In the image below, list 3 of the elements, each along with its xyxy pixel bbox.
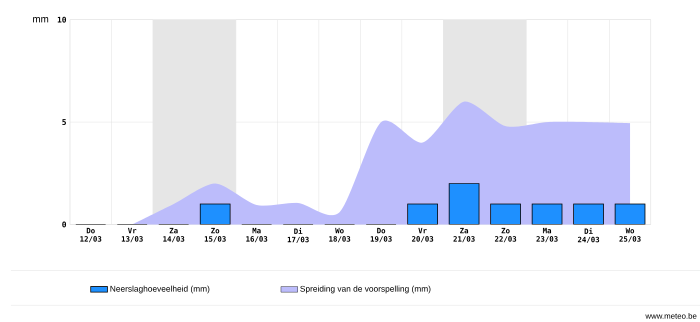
y-axis-title: mm <box>33 17 48 22</box>
legend-label: Neerslaghoeveelheid (mm) <box>110 286 210 294</box>
legend-label: Spreiding van de voorspelling (mm) <box>300 286 430 294</box>
